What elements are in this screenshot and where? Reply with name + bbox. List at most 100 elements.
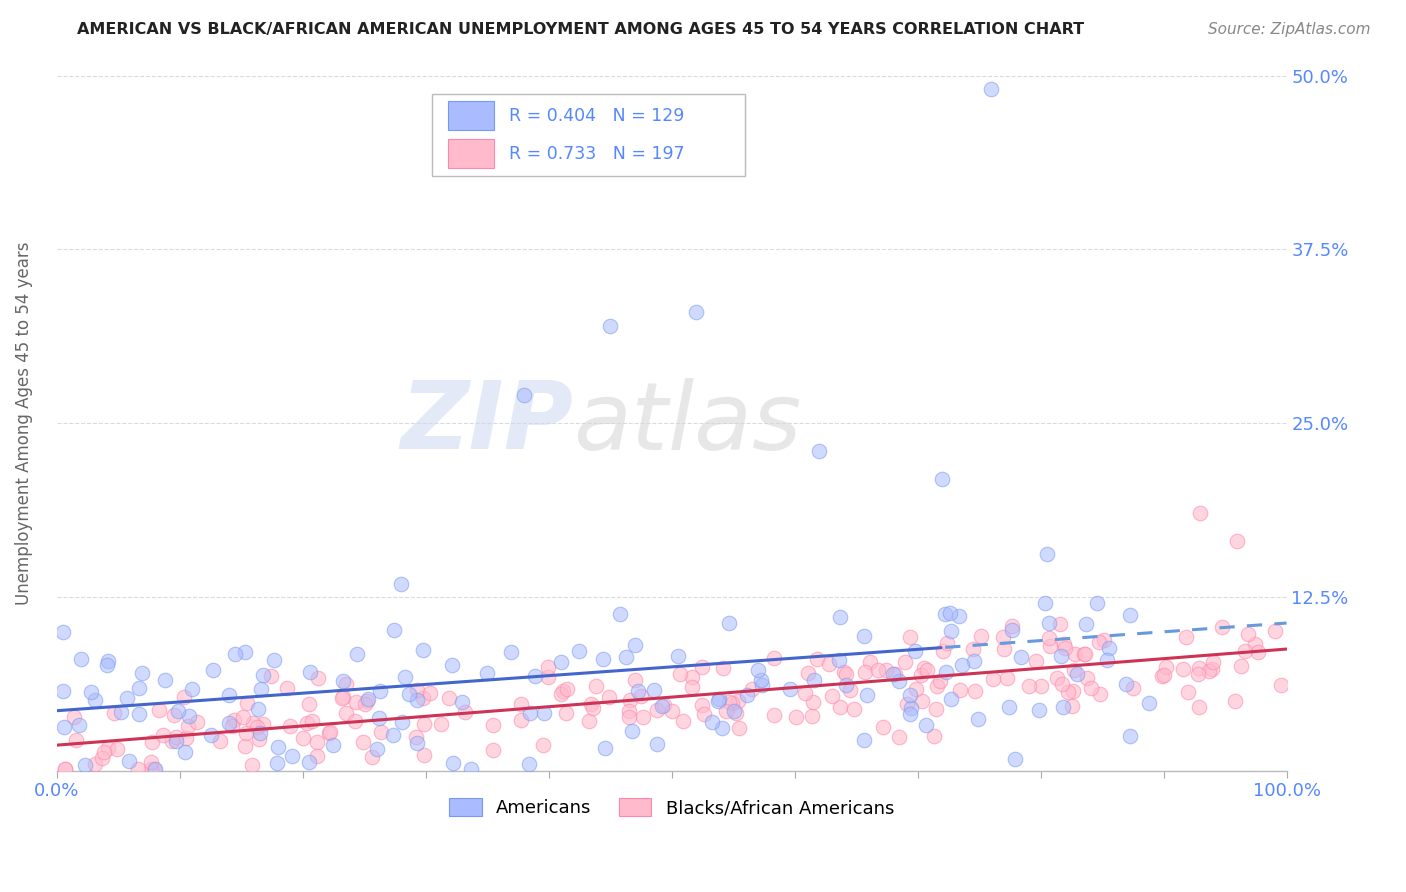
Point (405, 730, 427, 744)
Point (718, 616, 741, 631)
Point (1050, 648, 1073, 663)
Point (690, 659, 713, 673)
Point (1038, 631, 1060, 645)
Point (173, 690, 195, 704)
Point (382, 623, 405, 637)
Point (887, 674, 910, 689)
Point (1177, 685, 1199, 699)
Point (741, 681, 763, 696)
Point (749, 673, 772, 687)
Point (859, 655, 882, 669)
Point (142, 762, 165, 776)
Point (931, 472, 953, 486)
Point (1025, 654, 1047, 668)
Point (555, 682, 578, 697)
Point (222, 713, 245, 727)
Point (925, 702, 948, 716)
Point (307, 748, 329, 763)
Point (1064, 647, 1087, 661)
Point (963, 654, 986, 668)
Point (167, 704, 190, 718)
Point (1046, 671, 1069, 685)
Point (73, 758, 96, 772)
Point (1053, 637, 1076, 651)
Point (551, 684, 574, 698)
Point (531, 739, 554, 753)
Point (266, 740, 288, 755)
Point (1088, 686, 1111, 700)
Point (537, 659, 560, 673)
Point (221, 719, 243, 733)
Point (915, 663, 938, 677)
Point (84, 757, 107, 772)
Point (981, 672, 1004, 686)
Point (617, 710, 640, 724)
Point (394, 670, 416, 684)
Point (1066, 667, 1088, 681)
Point (910, 668, 932, 682)
Text: Source: ZipAtlas.com: Source: ZipAtlas.com (1208, 22, 1371, 37)
Point (998, 700, 1021, 714)
Point (1270, 677, 1292, 691)
Point (1230, 659, 1253, 673)
Point (252, 667, 274, 681)
Point (1201, 662, 1223, 676)
Point (709, 692, 731, 706)
Point (794, 686, 817, 700)
Point (707, 694, 730, 708)
Point (1211, 620, 1233, 634)
Point (115, 690, 138, 705)
Point (936, 636, 959, 650)
Point (1187, 666, 1209, 681)
Point (165, 730, 187, 744)
Point (173, 746, 195, 760)
Point (242, 715, 264, 730)
Point (533, 706, 555, 720)
Point (412, 747, 434, 762)
Point (751, 678, 773, 692)
Point (298, 697, 321, 711)
Point (1018, 680, 1040, 694)
Point (927, 679, 949, 693)
Point (110, 706, 132, 720)
Point (1122, 681, 1144, 695)
Point (939, 607, 962, 621)
Point (519, 757, 541, 772)
Point (965, 683, 987, 698)
Point (295, 716, 318, 731)
Point (717, 695, 740, 709)
Point (842, 702, 865, 716)
Point (1189, 507, 1212, 521)
Point (1028, 703, 1050, 717)
Point (896, 697, 918, 711)
Point (67, 718, 90, 732)
Point (1038, 615, 1060, 630)
Point (127, 762, 149, 776)
Point (412, 643, 434, 657)
Point (626, 684, 648, 698)
Point (437, 690, 460, 705)
Point (723, 704, 745, 718)
Point (905, 681, 928, 696)
Point (568, 644, 591, 658)
Point (406, 682, 429, 697)
Point (276, 681, 298, 696)
Point (353, 697, 375, 711)
Point (645, 703, 668, 717)
Point (441, 756, 464, 770)
Point (360, 750, 382, 764)
Point (356, 692, 378, 706)
Point (1080, 681, 1102, 695)
Text: AMERICAN VS BLACK/AFRICAN AMERICAN UNEMPLOYMENT AMONG AGES 45 TO 54 YEARS CORREL: AMERICAN VS BLACK/AFRICAN AMERICAN UNEMP… (77, 22, 1084, 37)
Point (672, 714, 695, 729)
Bar (432, 95, 745, 177)
Point (1057, 685, 1080, 699)
Point (1119, 730, 1142, 744)
Point (53, 762, 76, 776)
Point (177, 718, 200, 732)
Point (1060, 699, 1083, 714)
Text: R = 0.404   N = 129: R = 0.404 N = 129 (509, 107, 685, 125)
Point (475, 665, 498, 680)
Point (1171, 662, 1194, 676)
Point (647, 737, 669, 751)
